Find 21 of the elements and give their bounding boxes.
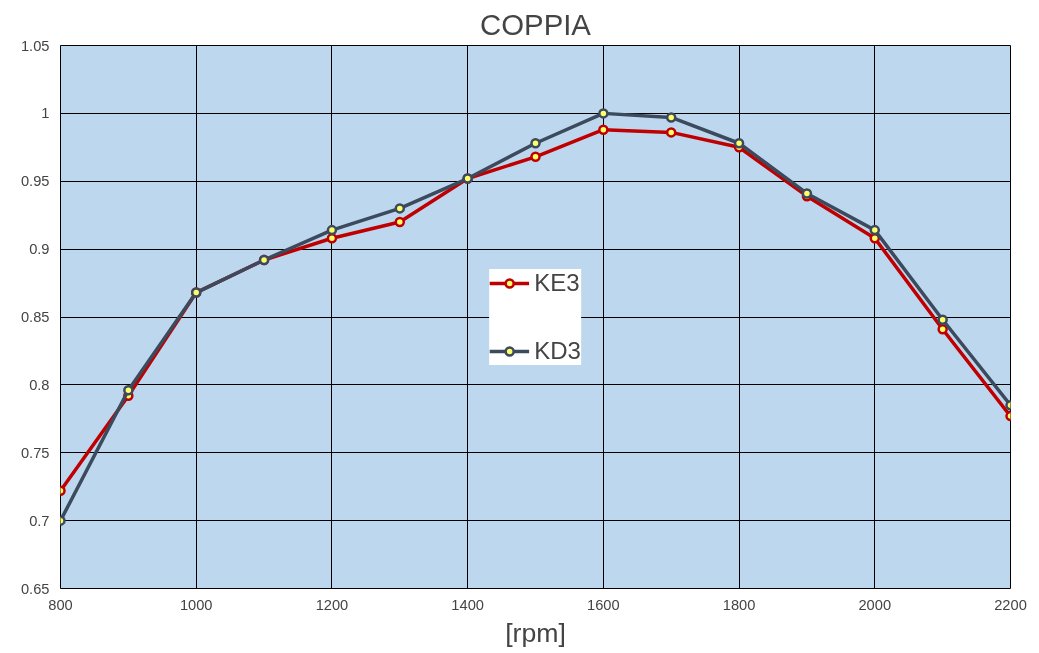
x-axis-title: [rpm] <box>505 617 566 648</box>
y-tick-label: 0.95 <box>20 173 50 190</box>
y-tick-label: 0.7 <box>29 512 50 529</box>
y-tick-label: 0.9 <box>29 241 50 258</box>
y-tick-label: 1 <box>41 105 50 122</box>
y-tick-label: 0.65 <box>20 580 50 597</box>
y-tick-label: 0.75 <box>20 444 50 461</box>
x-tick-label: 1800 <box>722 596 756 613</box>
x-tick-label: 1200 <box>315 596 349 613</box>
x-tick-label: 800 <box>48 596 73 613</box>
legend-label: KE3 <box>534 268 580 297</box>
legend-label: KD3 <box>534 336 581 365</box>
chart-title: COPPIA <box>480 7 592 41</box>
x-tick-label: 1000 <box>179 596 213 613</box>
x-tick-label: 2000 <box>858 596 892 613</box>
y-tick-label: 0.85 <box>20 309 50 325</box>
y-tick-label: 0.8 <box>29 376 50 393</box>
x-tick-label: 2200 <box>994 596 1027 613</box>
x-tick-label: 1600 <box>587 596 620 613</box>
x-tick-label: 1400 <box>451 596 484 613</box>
y-tick-label: 1.05 <box>20 37 50 54</box>
